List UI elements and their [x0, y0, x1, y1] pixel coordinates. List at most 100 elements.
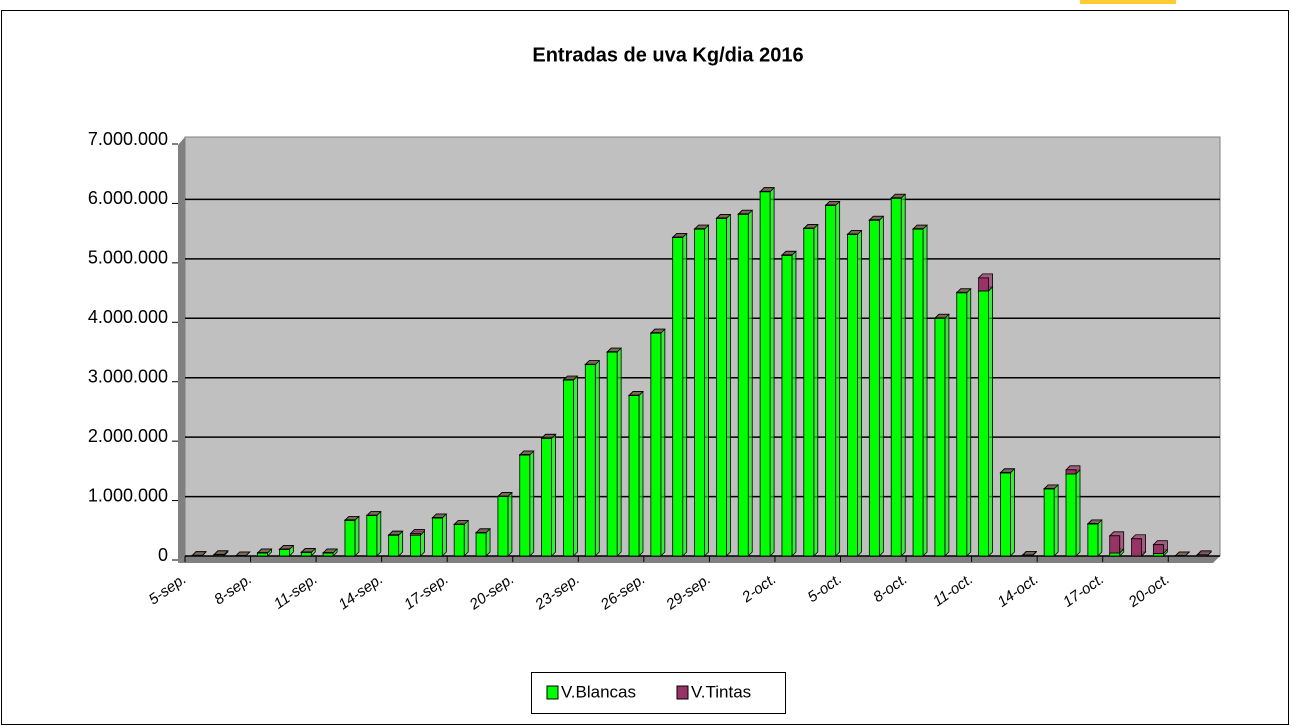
bar-face	[213, 553, 225, 556]
bar	[955, 288, 972, 294]
bar-face	[978, 277, 989, 292]
bar-face	[1174, 555, 1186, 557]
bar	[518, 450, 535, 557]
bar-face	[672, 236, 684, 238]
bar	[584, 360, 600, 557]
bar-face	[278, 549, 290, 557]
bar-face	[650, 332, 662, 557]
y-tick-label: 3.000.000	[88, 366, 168, 386]
bar	[628, 391, 644, 396]
bar-face	[584, 363, 596, 366]
bar-face	[1021, 554, 1033, 556]
bar-face	[322, 552, 334, 554]
bar-face	[781, 254, 793, 557]
bar	[453, 520, 469, 557]
bar	[234, 551, 251, 557]
bar-face	[344, 519, 356, 521]
bar-face	[1065, 469, 1077, 475]
bar	[977, 286, 993, 557]
bar-face	[366, 515, 378, 557]
bar	[802, 224, 819, 557]
bar-face	[344, 519, 356, 557]
bar	[649, 328, 666, 557]
bar-face	[366, 514, 378, 516]
bar-face	[759, 191, 771, 557]
bar-face	[650, 332, 662, 334]
bar-face	[956, 292, 968, 557]
bar-face	[191, 554, 203, 557]
bar	[759, 187, 776, 193]
bar-face	[584, 364, 596, 557]
bar	[846, 230, 863, 235]
bar-face	[388, 534, 400, 557]
bar-face	[956, 291, 968, 294]
bar-face	[278, 548, 290, 550]
bar-face	[563, 379, 574, 381]
chart-title: Entradas de uva Kg/dia 2016	[532, 44, 803, 66]
bar-face	[803, 228, 815, 557]
bar-face	[388, 534, 400, 536]
bar	[1043, 484, 1059, 557]
legend	[531, 672, 786, 714]
bar-face	[1087, 523, 1099, 557]
bar	[1152, 540, 1168, 555]
bar-face	[475, 531, 487, 534]
bar	[933, 313, 950, 557]
bar	[780, 250, 797, 256]
bar	[475, 528, 492, 534]
bar-face	[453, 524, 465, 557]
bar	[802, 224, 819, 229]
bar	[671, 233, 688, 557]
bar	[649, 328, 666, 334]
bar-face	[847, 233, 858, 235]
bar	[824, 200, 841, 557]
bar	[671, 233, 688, 238]
legend-swatch	[546, 685, 559, 700]
y-tick-label: 6.000.000	[88, 188, 168, 208]
legend-label: V.Tintas	[691, 682, 751, 701]
bar-face	[235, 555, 247, 557]
bar-face	[890, 197, 902, 199]
bar-face	[868, 219, 880, 221]
bar	[300, 548, 317, 553]
bar	[584, 360, 601, 366]
legend-label: V.Blancas	[561, 682, 636, 701]
bar-face	[497, 495, 509, 497]
bar	[846, 230, 862, 557]
bar-face	[694, 228, 705, 557]
bar-face	[1000, 471, 1011, 474]
bar-face	[737, 213, 749, 215]
bar-face	[497, 496, 509, 557]
bar	[999, 468, 1015, 557]
bar-face	[628, 394, 640, 396]
bar-face	[934, 317, 946, 319]
bar-face	[694, 228, 705, 230]
bar	[1065, 465, 1081, 475]
bar-face	[519, 454, 531, 456]
bar	[824, 200, 841, 206]
side-wall	[178, 137, 185, 563]
bar-face	[868, 219, 880, 557]
bar	[343, 515, 360, 521]
bar-face	[672, 237, 684, 557]
bar	[955, 288, 972, 557]
bar-face	[410, 533, 421, 536]
bar-face	[322, 552, 334, 557]
bar	[191, 551, 207, 557]
y-tick-label: 7.000.000	[88, 129, 168, 149]
bar	[365, 511, 382, 557]
bar-face	[803, 227, 815, 229]
bar	[278, 545, 295, 550]
decoration	[1080, 0, 1176, 4]
bar	[890, 193, 906, 557]
bar	[890, 193, 907, 199]
bar	[343, 515, 360, 557]
bar	[912, 224, 928, 557]
bar-face	[541, 437, 552, 439]
bar-face	[716, 218, 727, 557]
bar	[540, 433, 557, 439]
bar	[737, 209, 754, 215]
bar	[431, 513, 447, 557]
bar	[1043, 484, 1060, 490]
